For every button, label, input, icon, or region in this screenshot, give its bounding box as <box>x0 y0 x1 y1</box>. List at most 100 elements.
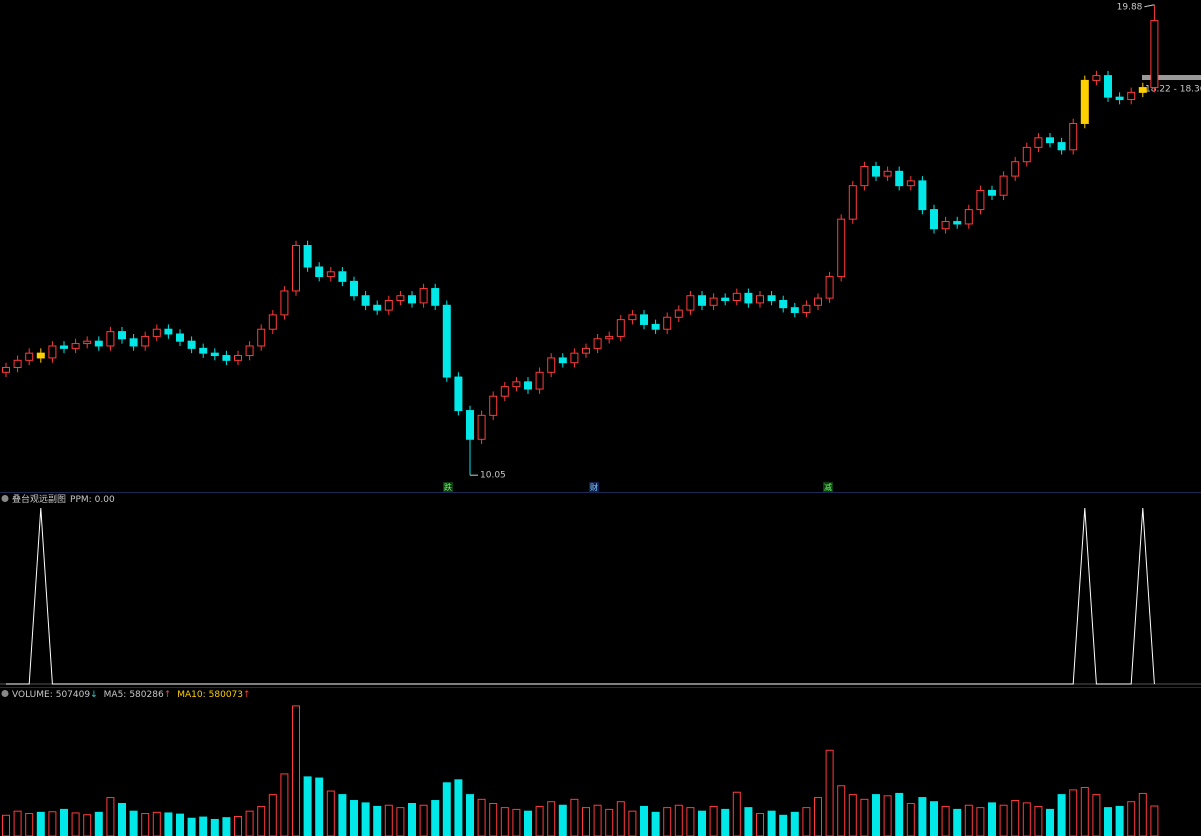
candle-body <box>1138 87 1147 93</box>
volume-bar <box>118 802 126 836</box>
volume-bar <box>361 802 370 836</box>
candle-body <box>303 244 312 268</box>
panel-title: 叠台观远副图 PPM: 0.00 <box>12 493 115 505</box>
candle-body <box>48 345 57 359</box>
candle-body <box>176 333 184 342</box>
low-label: 10.05 <box>480 471 506 481</box>
volume-header: VOLUME: 507409↓ MA5: 580286↑ MA10: 580073↑ <box>12 690 251 700</box>
volume-bar <box>895 792 904 836</box>
candle-body <box>141 335 150 347</box>
price-band-label: 18.22 - 18.36 <box>1145 85 1201 95</box>
volume-bar <box>709 805 718 836</box>
candle-body <box>848 185 857 220</box>
candle-body <box>1046 137 1054 144</box>
candle-body <box>1022 146 1031 163</box>
candle-body <box>756 295 764 304</box>
candle-body <box>663 316 672 330</box>
volume-bar <box>1127 801 1136 836</box>
volume-bar <box>628 810 637 836</box>
candle-body <box>616 319 625 337</box>
candle-body <box>106 331 115 347</box>
volume-bar <box>999 804 1008 836</box>
volume-bar <box>1104 807 1112 836</box>
volume-bar <box>36 811 45 836</box>
marker-box[interactable] <box>443 482 453 492</box>
volume-bar <box>883 795 892 836</box>
volume-bar <box>315 777 324 836</box>
volume-bar <box>71 812 80 836</box>
volume-bar <box>257 805 266 836</box>
volume-bar <box>1138 792 1147 836</box>
candle-body <box>744 292 753 304</box>
candle-body <box>2 367 10 373</box>
volume-bar <box>408 802 416 836</box>
candle-body <box>999 175 1008 196</box>
candle-body <box>36 352 45 359</box>
volume-bar <box>326 790 335 836</box>
candle-body <box>535 371 544 390</box>
volume-bar <box>1011 800 1020 836</box>
volume-bar <box>605 808 614 836</box>
price-band <box>1142 75 1201 80</box>
candle-body <box>373 304 382 311</box>
candle-body <box>558 357 567 364</box>
candle-body <box>953 221 962 225</box>
marker[interactable]: 减 <box>824 482 832 492</box>
volume-bar <box>60 808 68 836</box>
volume-bar <box>721 808 730 836</box>
panel-icon[interactable] <box>1 690 9 697</box>
volume-bar <box>779 814 788 836</box>
ppm-line <box>6 507 1155 685</box>
ma5-arrow: ↑ <box>164 690 172 700</box>
volume-bar <box>582 807 590 836</box>
candle-body <box>257 328 266 347</box>
candle-body <box>489 395 498 416</box>
candle-body <box>1092 75 1101 81</box>
marker[interactable]: 跌 <box>444 482 452 492</box>
volume-bar <box>1046 808 1054 836</box>
candle-body <box>941 221 950 230</box>
candle-body <box>547 357 556 373</box>
candle-body <box>837 218 846 278</box>
candle-body <box>779 300 788 309</box>
volume-bar <box>48 811 57 836</box>
candle-body <box>454 376 463 412</box>
marker-box[interactable] <box>589 482 599 492</box>
ma10-name: MA10: <box>177 690 205 700</box>
ma10-value: 580073 <box>209 690 243 700</box>
candle-body <box>466 410 474 440</box>
candle-body <box>152 328 161 337</box>
candle-body <box>732 292 741 302</box>
volume-bar <box>906 802 915 836</box>
candle-body <box>268 314 277 330</box>
candle-body <box>326 271 335 278</box>
candle-body <box>1011 161 1020 177</box>
volume-bar <box>210 818 219 836</box>
candle-body <box>640 314 648 325</box>
volume-bar <box>964 804 973 836</box>
volume-bar <box>744 807 753 836</box>
marker-box[interactable] <box>823 482 833 492</box>
candle-body <box>94 340 103 347</box>
volume-bar <box>814 797 822 836</box>
volume-bar <box>1022 802 1031 836</box>
volume-bar <box>988 802 996 836</box>
candle-body <box>431 288 440 306</box>
volume-bar <box>976 807 985 836</box>
candle-body <box>210 352 219 357</box>
volume-bar <box>500 807 509 836</box>
candle-body <box>698 295 706 306</box>
volume-bar <box>199 816 208 836</box>
volume-bar <box>187 817 196 836</box>
high-leader <box>1144 4 1155 8</box>
volume-bar <box>524 810 532 836</box>
candle-body <box>1034 137 1043 148</box>
volume-bar <box>268 794 277 836</box>
candle-body <box>721 297 730 302</box>
marker[interactable]: 财 <box>590 482 598 492</box>
panel-icon[interactable] <box>1 495 9 502</box>
volume-bar <box>1069 789 1078 836</box>
ppm-panel-title: 叠台观远副图 <box>12 493 66 505</box>
candle-body <box>651 323 660 330</box>
